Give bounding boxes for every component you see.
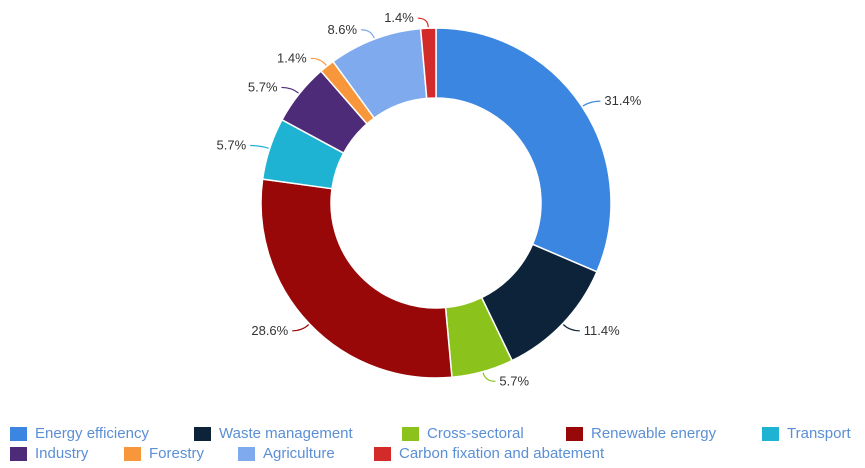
legend-label: Renewable energy <box>591 425 717 442</box>
connector-cross-sectoral <box>482 372 496 382</box>
legend-swatch <box>374 446 391 461</box>
legend-swatch <box>566 426 583 441</box>
legend-label: Energy efficiency <box>35 425 149 442</box>
legend-item-industry[interactable]: Industry <box>10 445 88 462</box>
donut-chart: 31.4% 11.4% 5.7% 28.6% 5.7% 5.7% 1.4% 8.6% 1.4% <box>217 10 642 388</box>
connector-waste-management <box>562 324 580 332</box>
legend-item-cross-sectoral[interactable]: Cross-sectoral <box>402 425 524 442</box>
legend-label: Waste management <box>219 425 353 442</box>
legend-item-renewable-energy[interactable]: Renewable energy <box>566 425 716 442</box>
legend-swatch <box>238 446 255 461</box>
legend-swatch <box>124 446 141 461</box>
legend-item-waste-management[interactable]: Waste management <box>194 425 353 442</box>
legend-item-agriculture[interactable]: Agriculture <box>238 445 335 462</box>
data-label-transport: 5.7% <box>217 137 247 152</box>
connector-energy-efficiency <box>582 100 601 107</box>
legend-item-transport[interactable]: Transport <box>762 425 851 442</box>
data-label-renewable-energy: 28.6% <box>251 323 288 338</box>
legend-item-forestry[interactable]: Forestry <box>124 445 204 462</box>
legend-swatch <box>10 446 27 461</box>
legend-row-2: Industry Forestry Agriculture Carbon fix… <box>10 445 865 465</box>
legend: Energy efficiency Waste management Cross… <box>10 425 865 465</box>
data-label-carbon-fixation-and-abatement: 1.4% <box>384 10 414 25</box>
data-label-energy-efficiency: 31.4% <box>604 93 641 108</box>
slice-energy-efficiency[interactable] <box>435 27 612 273</box>
legend-swatch <box>10 426 27 441</box>
connector-transport <box>250 144 269 149</box>
legend-label: Industry <box>35 445 89 462</box>
legend-label: Transport <box>787 425 851 442</box>
legend-label: Agriculture <box>263 445 335 462</box>
slice-carbon-fixation-and-abatement[interactable] <box>419 27 437 100</box>
legend-swatch <box>194 426 211 441</box>
connector-carbon-fixation-and-abatement <box>417 17 429 28</box>
slice-renewable-energy[interactable] <box>260 178 453 379</box>
legend-item-carbon-fixation[interactable]: Carbon fixation and abatement <box>374 445 604 462</box>
legend-item-energy-efficiency[interactable]: Energy efficiency <box>10 425 149 442</box>
connector-renewable-energy <box>292 324 310 332</box>
legend-label: Cross-sectoral <box>427 425 524 442</box>
data-label-cross-sectoral: 5.7% <box>499 373 529 388</box>
connector-agriculture <box>361 29 375 39</box>
legend-swatch <box>402 426 419 441</box>
legend-swatch <box>762 426 779 441</box>
data-label-industry: 5.7% <box>248 79 278 94</box>
data-label-waste-management: 11.4% <box>584 323 620 338</box>
connector-forestry <box>310 57 327 66</box>
legend-label: Carbon fixation and abatement <box>399 445 605 462</box>
data-label-forestry: 1.4% <box>277 50 307 65</box>
legend-row-1: Energy efficiency Waste management Cross… <box>10 425 865 445</box>
legend-label: Forestry <box>149 445 205 462</box>
data-label-agriculture: 8.6% <box>327 22 357 37</box>
connector-industry <box>281 86 299 94</box>
